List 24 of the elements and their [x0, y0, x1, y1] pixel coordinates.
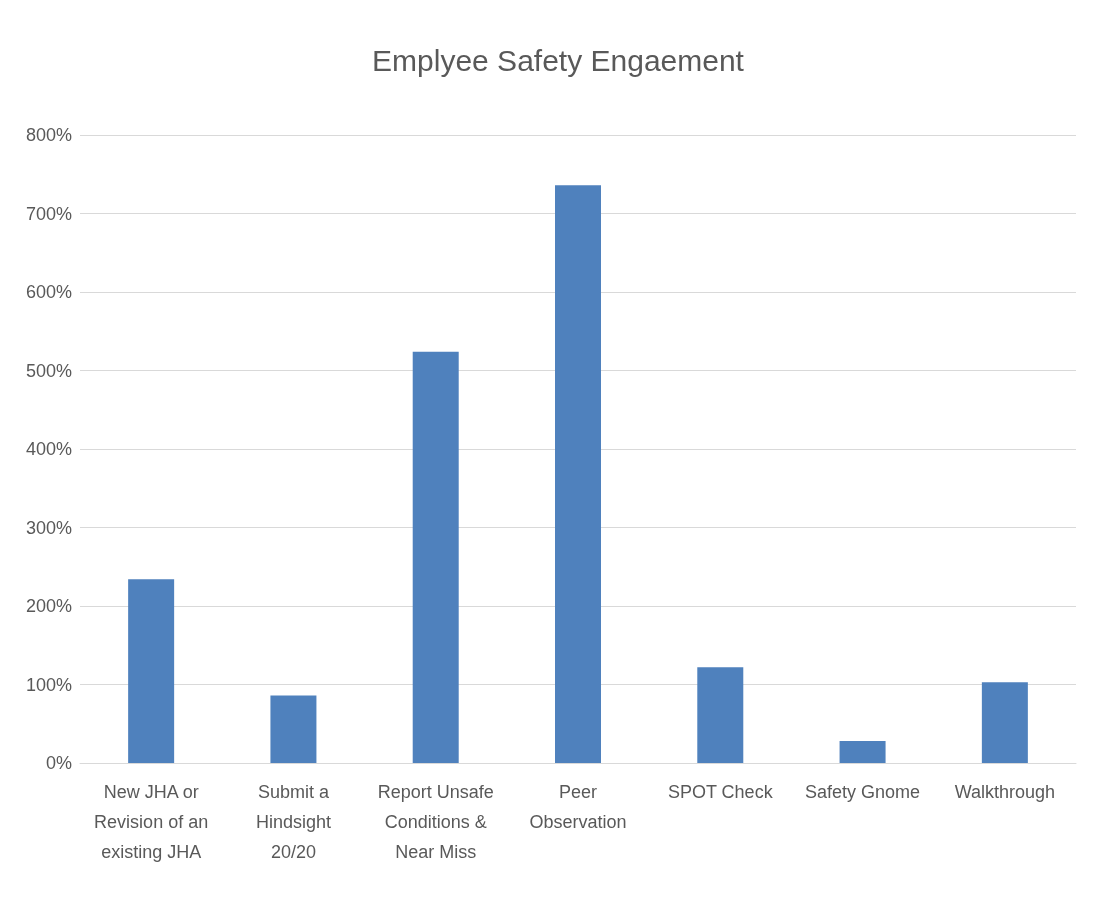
y-tick-label: 800%: [25, 125, 72, 145]
bar: [412, 351, 459, 763]
x-tick-label: Peer Observation: [529, 782, 627, 832]
x-tick-label: Walkthrough: [954, 782, 1056, 802]
bar: [270, 695, 317, 763]
y-tick-label: 500%: [25, 360, 72, 381]
bar: [555, 185, 601, 763]
x-tick-label: Safety Gnome: [805, 782, 921, 802]
bar: [697, 667, 744, 763]
chart-title: Emplyee Safety Engaement: [372, 43, 745, 77]
y-tick-label: 200%: [25, 596, 72, 616]
y-tick-label: 600%: [25, 282, 72, 302]
y-tick-label: 700%: [25, 203, 72, 224]
x-tick-label: New JHA or Revision of an existing JHA: [94, 782, 209, 862]
x-tick-label: Submit a Hindsight 20/20: [255, 782, 331, 862]
y-tick-label: 0%: [45, 753, 72, 773]
bar: [981, 682, 1028, 763]
y-tick-label: 100%: [25, 674, 72, 695]
y-tick-label: 400%: [25, 439, 72, 459]
bar: [128, 579, 175, 763]
y-tick-label: 300%: [25, 517, 72, 538]
bar: [839, 741, 886, 763]
x-tick-label: SPOT Check: [667, 782, 774, 802]
x-tick-label: Report Unsafe Conditions & Near Miss: [377, 782, 494, 862]
